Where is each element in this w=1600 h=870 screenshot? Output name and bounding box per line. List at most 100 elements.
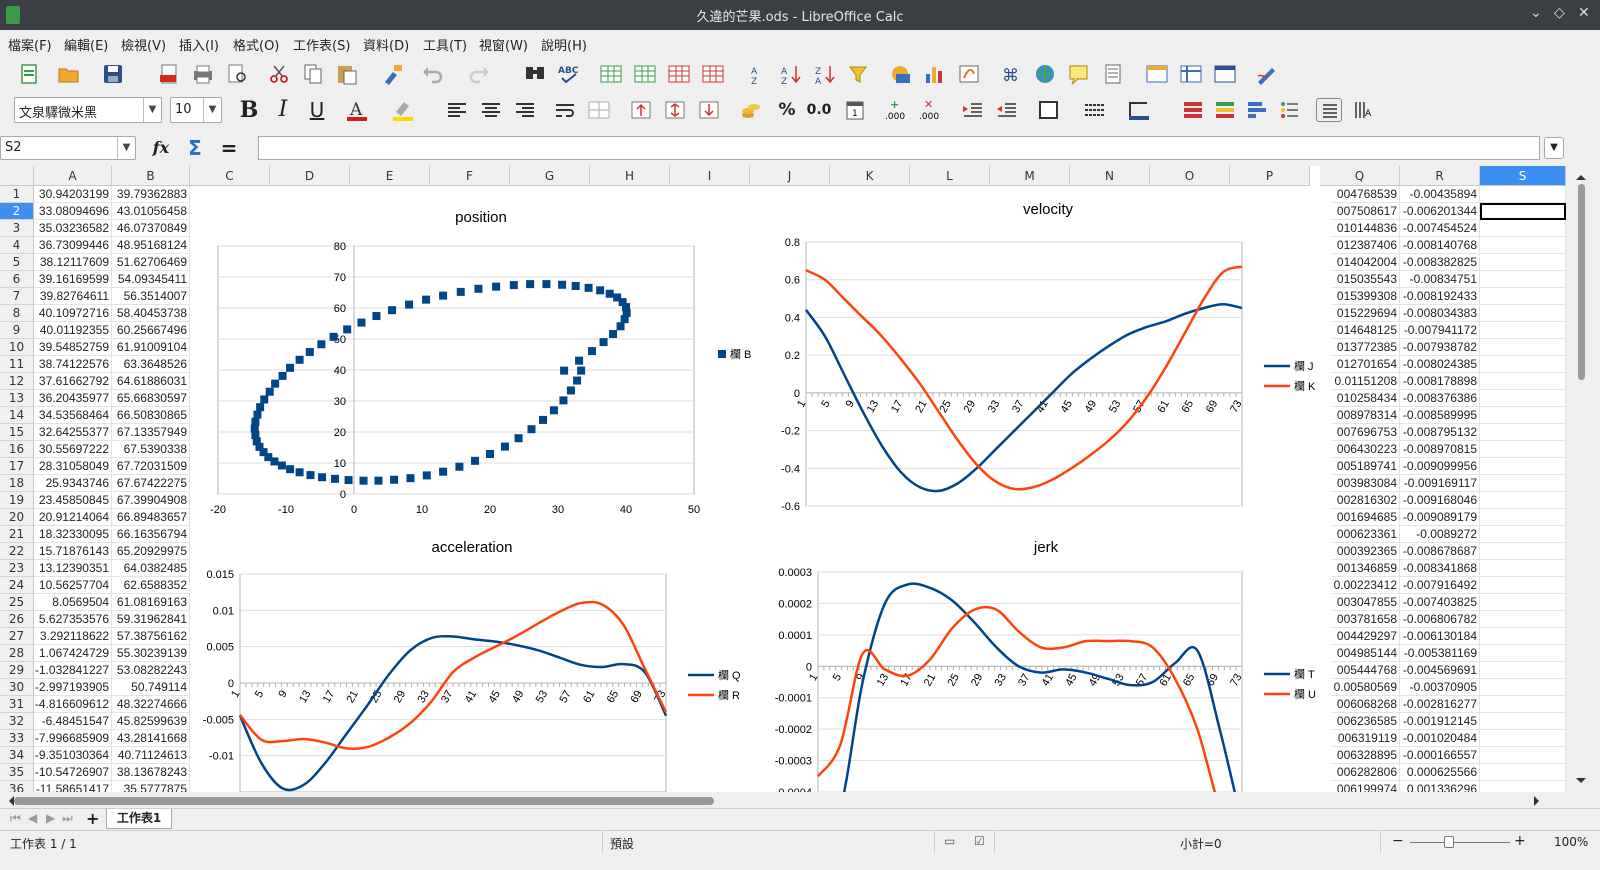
maximize-icon[interactable]: ◇ <box>1554 5 1565 21</box>
cell-a[interactable]: 30.55697222 <box>34 441 112 458</box>
cell-q[interactable]: 015035543 <box>1320 271 1400 288</box>
cell-a[interactable]: 18.32330095 <box>34 526 112 543</box>
row-header[interactable]: 34 <box>0 747 34 764</box>
cell-r[interactable]: -0.008376386 <box>1400 390 1480 407</box>
cell-r[interactable]: -0.008024385 <box>1400 356 1480 373</box>
column-header-c[interactable]: C <box>190 166 270 186</box>
menu-file[interactable]: 檔案(F) <box>8 39 52 54</box>
cell-a[interactable]: 15.71876143 <box>34 543 112 560</box>
clone-formatting-icon[interactable] <box>380 62 406 86</box>
row-header[interactable]: 8 <box>0 305 34 322</box>
chart-velocity[interactable]: velocity -0.6 -0.4 -0.2 0 0.2 0.4 0.6 0.8 1 5 9 13 17… <box>764 196 1332 536</box>
cell-b[interactable]: 59.31962841 <box>112 611 190 628</box>
row-header[interactable]: 6 <box>0 271 34 288</box>
draw-functions-icon[interactable] <box>1254 62 1280 86</box>
cell-r[interactable]: -0.008341868 <box>1400 560 1480 577</box>
cell-r[interactable]: -0.008589995 <box>1400 407 1480 424</box>
cell-s[interactable] <box>1480 526 1566 543</box>
row-header[interactable]: 3 <box>0 220 34 237</box>
chart-acceleration[interactable]: acceleration -0.01 -0.005 0 0.005 0.01 0.015 1 5… <box>198 532 758 792</box>
cell-s[interactable] <box>1480 696 1566 713</box>
cell-a[interactable]: 32.64255377 <box>34 424 112 441</box>
cell-q[interactable]: 004985144 <box>1320 645 1400 662</box>
cell-b[interactable]: 61.91009104 <box>112 339 190 356</box>
cell-s[interactable] <box>1480 662 1566 679</box>
cell-s[interactable] <box>1480 781 1566 792</box>
cell-r[interactable]: 0.000625566 <box>1400 764 1480 781</box>
cell-b[interactable]: 62.6588352 <box>112 577 190 594</box>
cell-q[interactable]: 006430223 <box>1320 441 1400 458</box>
chart-jerk[interactable]: jerk -0.0004 -0.0003 -0.0002 -0.0001 0 0.0001 0… <box>764 532 1332 792</box>
zoom-out-icon[interactable]: − <box>1392 833 1404 849</box>
pivot-table-icon[interactable] <box>956 62 982 86</box>
cell-q[interactable]: 010144836 <box>1320 220 1400 237</box>
new-document-icon[interactable] <box>16 62 42 86</box>
cell-r[interactable]: -0.007916492 <box>1400 577 1480 594</box>
cell-b[interactable]: 65.66830597 <box>112 390 190 407</box>
column-header-l[interactable]: L <box>910 166 990 186</box>
scroll-up-icon[interactable] <box>1576 170 1586 180</box>
expand-formula-icon[interactable]: ▼ <box>1544 137 1564 159</box>
cell-q[interactable]: 013772385 <box>1320 339 1400 356</box>
menu-data[interactable]: 資料(D) <box>363 39 410 54</box>
insert-image-icon[interactable] <box>888 62 914 86</box>
row-header[interactable]: 10 <box>0 339 34 356</box>
cell-b[interactable]: 46.07370849 <box>112 220 190 237</box>
cell-s[interactable] <box>1480 475 1566 492</box>
row-header[interactable]: 15 <box>0 424 34 441</box>
menu-help[interactable]: 說明(H) <box>541 39 587 54</box>
cell-r[interactable]: -0.001912145 <box>1400 713 1480 730</box>
cell-a[interactable]: -4.816609612 <box>34 696 112 713</box>
spelling-icon[interactable]: ABC <box>556 62 582 86</box>
cell-s[interactable] <box>1480 271 1566 288</box>
cell-q[interactable]: 006236585 <box>1320 713 1400 730</box>
row-header[interactable]: 31 <box>0 696 34 713</box>
autofilter-icon[interactable] <box>846 62 872 86</box>
open-folder-icon[interactable] <box>56 62 82 86</box>
row-header[interactable]: 4 <box>0 237 34 254</box>
cell-s[interactable] <box>1480 458 1566 475</box>
insert-chart-icon[interactable] <box>922 62 948 86</box>
insert-rows-icon[interactable] <box>666 62 692 86</box>
cell-b[interactable]: 67.39904908 <box>112 492 190 509</box>
cell-s[interactable] <box>1480 339 1566 356</box>
cell-a[interactable]: 20.91214064 <box>34 509 112 526</box>
cell-s[interactable] <box>1480 645 1566 662</box>
cell-s[interactable] <box>1480 577 1566 594</box>
row-header[interactable]: 20 <box>0 509 34 526</box>
redo-icon[interactable] <box>466 62 492 86</box>
cell-r[interactable]: -0.007938782 <box>1400 339 1480 356</box>
cell-a[interactable]: 33.08094696 <box>34 203 112 220</box>
row-header[interactable]: 18 <box>0 475 34 492</box>
insert-columns-icon[interactable] <box>700 62 726 86</box>
cell-r[interactable]: -0.00435894 <box>1400 186 1480 203</box>
zoom-in-icon[interactable]: + <box>1514 833 1526 849</box>
cell-r[interactable]: -0.008795132 <box>1400 424 1480 441</box>
menu-format[interactable]: 格式(O) <box>233 39 280 54</box>
select-all-corner[interactable] <box>0 166 34 186</box>
cell-r[interactable]: -0.002816277 <box>1400 696 1480 713</box>
cell-s[interactable] <box>1480 560 1566 577</box>
sum-icon[interactable]: Σ <box>188 136 202 160</box>
increase-indent-icon[interactable] <box>960 98 986 122</box>
cell-b[interactable]: 54.09345411 <box>112 271 190 288</box>
undo-icon[interactable] <box>420 62 446 86</box>
print-preview-icon[interactable] <box>224 62 250 86</box>
cell-b[interactable]: 40.71124613 <box>112 747 190 764</box>
scroll-down-icon[interactable] <box>1576 778 1586 788</box>
cell-s[interactable] <box>1480 220 1566 237</box>
cell-q[interactable]: 003983084 <box>1320 475 1400 492</box>
cell-b[interactable]: 66.16356794 <box>112 526 190 543</box>
cell-b[interactable]: 56.3514007 <box>112 288 190 305</box>
cell-s[interactable] <box>1480 543 1566 560</box>
cell-r[interactable]: -0.00834751 <box>1400 271 1480 288</box>
center-vertically-icon[interactable] <box>662 98 688 122</box>
column-header-p[interactable]: P <box>1230 166 1310 186</box>
cell-b[interactable]: 67.72031509 <box>112 458 190 475</box>
menu-insert[interactable]: 插入(I) <box>179 39 219 54</box>
cell-s[interactable] <box>1480 679 1566 696</box>
cell-q[interactable]: 007696753 <box>1320 424 1400 441</box>
cell-a[interactable]: 10.56257704 <box>34 577 112 594</box>
cell-a[interactable]: -7.996685909 <box>34 730 112 747</box>
